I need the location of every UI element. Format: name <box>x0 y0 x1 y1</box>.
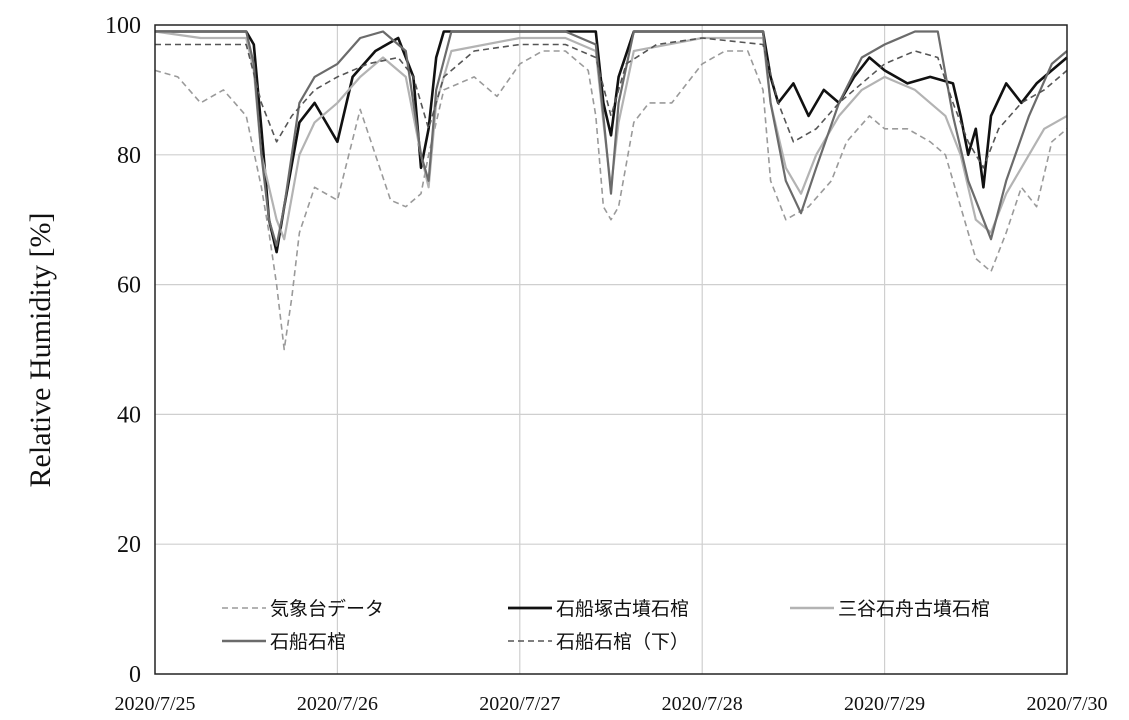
legend-label: 石船石棺 <box>270 631 346 653</box>
x-tick-label: 2020/7/25 <box>114 693 195 715</box>
legend-label: 気象台データ <box>270 598 384 620</box>
y-tick-label: 20 <box>117 532 141 558</box>
series-line-2 <box>155 30 1068 254</box>
y-tick-label: 100 <box>105 13 141 39</box>
series-line-5 <box>155 37 1068 169</box>
x-tick-label: 2020/7/30 <box>1026 693 1107 715</box>
y-tick-labels: 0 20 40 60 80 100 <box>105 13 141 688</box>
plot-frame <box>154 24 1068 675</box>
y-tick-label: 40 <box>117 402 141 428</box>
series-line-1 <box>154 50 1068 351</box>
x-tick-label: 2020/7/28 <box>662 693 743 715</box>
legend-label: 石船石棺（下） <box>556 631 689 653</box>
x-tick-label: 2020/7/26 <box>297 693 378 715</box>
x-tick-labels: 2020/7/25 2020/7/26 2020/7/27 2020/7/28 2020… <box>114 693 1107 715</box>
y-tick-label: 60 <box>117 273 141 299</box>
y-axis-title: Relative Humidity [%] <box>24 213 57 488</box>
series-line-4 <box>155 30 1068 247</box>
y-tick-label: 0 <box>129 662 141 688</box>
series-layer <box>154 30 1068 351</box>
legend-label: 石船塚古墳石棺 <box>556 598 689 620</box>
y-tick-label: 80 <box>117 143 141 169</box>
grid-layer <box>155 25 1067 674</box>
x-tick-label: 2020/7/29 <box>844 693 925 715</box>
x-tick-label: 2020/7/27 <box>479 693 560 715</box>
legend-label: 三谷石舟古墳石棺 <box>838 598 990 620</box>
